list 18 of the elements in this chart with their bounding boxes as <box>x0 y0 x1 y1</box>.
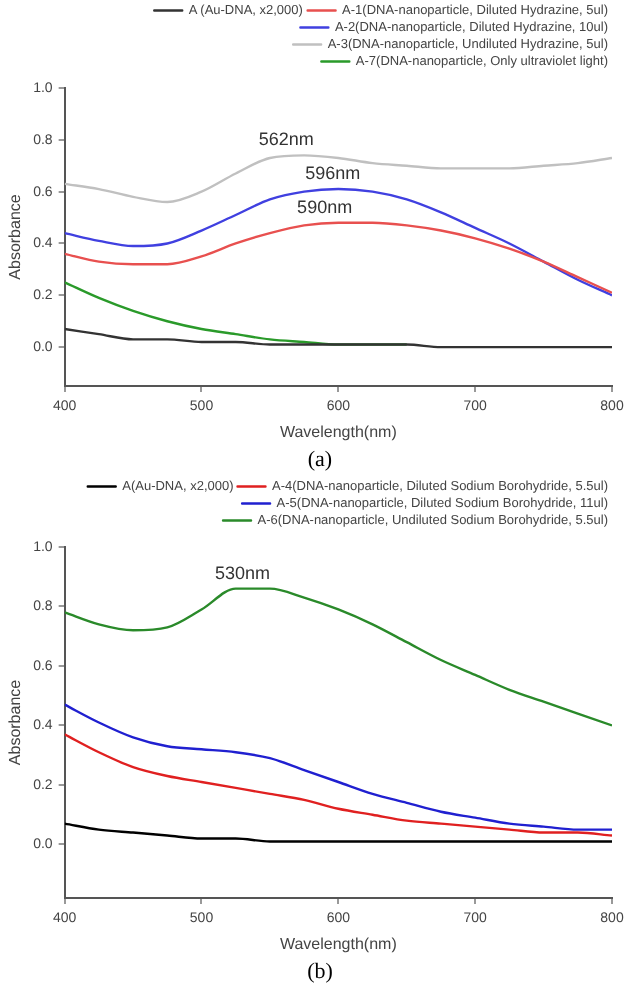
y-axis-title: Absorbance <box>6 678 25 766</box>
annotation: 590nm <box>297 196 353 217</box>
annotation: 562nm <box>258 129 314 150</box>
text: (a) <box>305 446 335 476</box>
y-axis-title: Absorbance <box>6 193 25 280</box>
line-series <box>64 154 612 204</box>
line-series <box>64 221 612 294</box>
line-series <box>64 822 612 843</box>
line-series <box>64 187 612 297</box>
text: (b) <box>305 958 335 988</box>
x-axis-title: Wavelength(nm) <box>279 934 398 953</box>
line-series <box>64 703 612 831</box>
line-series <box>64 587 612 727</box>
line-series <box>64 733 612 837</box>
annotation: 596nm <box>305 163 361 184</box>
line-series <box>64 327 612 349</box>
x-axis-title: Wavelength(nm) <box>279 422 398 441</box>
annotation: 530nm <box>215 562 271 583</box>
